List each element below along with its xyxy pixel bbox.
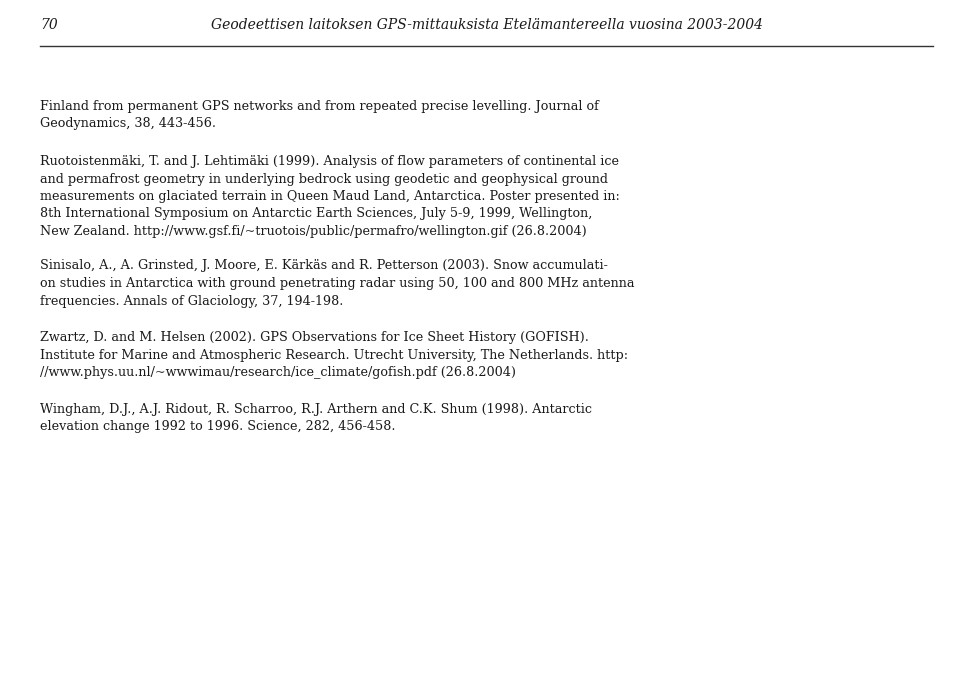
Text: 70: 70 <box>40 18 58 32</box>
Text: Ruotoistenmäki, T. and J. Lehtimäki (1999). Analysis of flow parameters of conti: Ruotoistenmäki, T. and J. Lehtimäki (199… <box>40 155 620 238</box>
Text: Finland from permanent GPS networks and from repeated precise levelling. Journal: Finland from permanent GPS networks and … <box>40 100 599 131</box>
Text: Wingham, D.J., A.J. Ridout, R. Scharroo, R.J. Arthern and C.K. Shum (1998). Anta: Wingham, D.J., A.J. Ridout, R. Scharroo,… <box>40 402 592 433</box>
Text: Zwartz, D. and M. Helsen (2002). GPS Observations for Ice Sheet History (GOFISH): Zwartz, D. and M. Helsen (2002). GPS Obs… <box>40 331 629 379</box>
Text: Sinisalo, A., A. Grinsted, J. Moore, E. Kärkäs and R. Petterson (2003). Snow acc: Sinisalo, A., A. Grinsted, J. Moore, E. … <box>40 259 635 307</box>
Text: Geodeettisen laitoksen GPS-mittauksista Etelämantereella vuosina 2003-2004: Geodeettisen laitoksen GPS-mittauksista … <box>211 18 762 32</box>
